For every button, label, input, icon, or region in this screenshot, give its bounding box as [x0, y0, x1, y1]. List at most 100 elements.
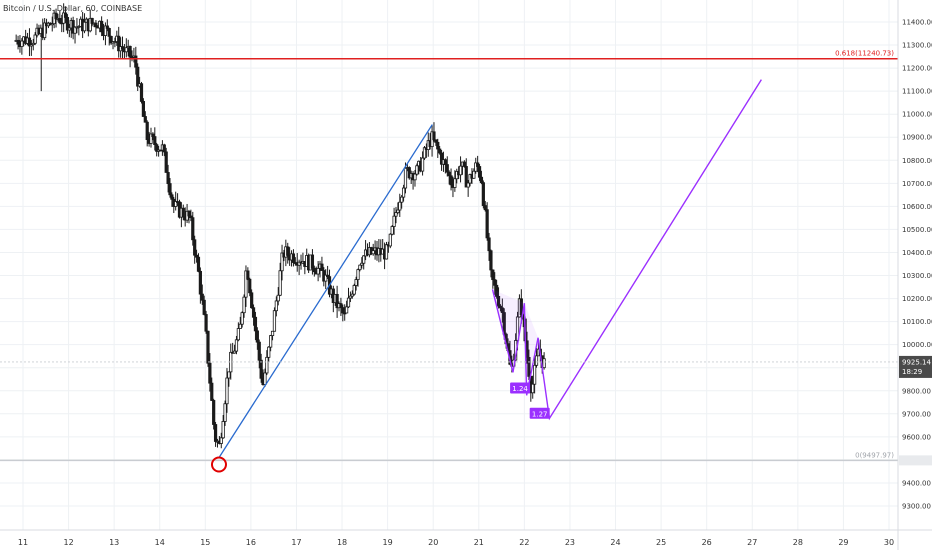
candle-body [141, 101, 146, 117]
candle-body [236, 328, 240, 341]
candle-body [143, 116, 147, 123]
candle-body [139, 83, 144, 102]
y-tick-label: 10100.00 [902, 318, 932, 326]
candle-body [27, 37, 32, 47]
candle-body [246, 270, 250, 280]
candle-body [257, 341, 261, 361]
candle-body [533, 364, 537, 385]
candle-body [170, 194, 174, 200]
candle-body [65, 17, 70, 31]
candle-body [117, 35, 121, 52]
candle-body [174, 201, 178, 207]
candle-body [474, 162, 478, 172]
fib-axis-tag [899, 455, 932, 466]
candle-body [155, 144, 159, 152]
candle-body [481, 182, 485, 206]
candle-body [54, 12, 58, 20]
candle-body [343, 312, 347, 315]
blue-trendline [218, 124, 433, 458]
time-axis[interactable]: 11 12 13 14 15 16 17 18 19 20 21 22 23 24 25 26 27 28 29 30 [0, 529, 932, 547]
candle-body [219, 437, 223, 444]
candle-body [73, 26, 77, 34]
y-tick-label: 11400.00 [902, 19, 932, 27]
candle-body [477, 166, 482, 178]
candle-body [94, 22, 98, 28]
candle-body [445, 164, 449, 173]
price-axis[interactable]: 11400.00 11300.00 11200.00 11100.00 11000.00… [897, 0, 932, 550]
candle-body [82, 21, 87, 32]
candle-body [400, 196, 404, 203]
candle-body [88, 17, 92, 32]
candle-body [109, 35, 113, 44]
candle-body [413, 173, 417, 181]
candle-body [162, 144, 166, 153]
candle-body [371, 250, 375, 255]
candle-body [120, 46, 125, 50]
candle-body [362, 255, 366, 264]
candle-body [227, 371, 231, 379]
y-tick-label: 11100.00 [902, 88, 932, 96]
candle-body [354, 279, 358, 286]
candle-body [248, 278, 252, 294]
candle-body [326, 274, 330, 278]
candle-body [50, 23, 54, 26]
candle-body [58, 17, 62, 24]
candle-body [225, 377, 229, 405]
candle-body [519, 298, 523, 315]
candle-body [350, 293, 354, 297]
x-tick-label: 28 [793, 538, 803, 547]
x-tick-label: 14 [155, 538, 165, 547]
candle-body [213, 424, 218, 442]
candle-body [443, 159, 447, 165]
candle-body [276, 294, 280, 302]
candle-body [462, 161, 466, 167]
candle-body [158, 149, 163, 152]
candle-body [394, 212, 398, 217]
candle-body [187, 210, 191, 217]
candle-body [103, 25, 108, 36]
y-tick-label: 10800.00 [902, 157, 932, 165]
x-tick-label: 21 [474, 538, 484, 547]
x-tick-label: 22 [519, 538, 529, 547]
candle-body [542, 358, 546, 369]
x-tick-label: 12 [63, 538, 73, 547]
candle-body [206, 330, 210, 364]
x-tick-label: 27 [747, 538, 757, 547]
candle-body [432, 131, 436, 141]
candle-body [436, 141, 440, 150]
symbol-title: Bitcoin / U.S. Dollar, 60, COINBASE [3, 4, 142, 13]
candle-body [403, 167, 408, 189]
y-tick-label: 10900.00 [902, 134, 932, 142]
candle-body [212, 400, 216, 425]
candle-body [128, 45, 132, 58]
candle-body [255, 330, 259, 343]
candle-body [464, 166, 468, 188]
candle-body [232, 350, 237, 354]
y-tick-label: 10400.00 [902, 249, 932, 257]
candle-body [407, 167, 411, 179]
candle-body [346, 297, 351, 308]
candle-body [31, 42, 35, 46]
candle-body [107, 28, 111, 37]
x-tick-label: 23 [565, 538, 575, 547]
x-tick-label: 17 [291, 538, 301, 547]
candle-body [278, 270, 282, 296]
candle-body [498, 305, 503, 309]
candle-body [43, 22, 47, 39]
bar-countdown: 18:29 [902, 368, 922, 376]
y-tick-label: 9600.00 [902, 433, 931, 441]
candle-body [240, 312, 244, 325]
candle-body [485, 209, 489, 239]
candle-body [200, 293, 204, 301]
y-tick-label: 9700.00 [902, 410, 931, 418]
candle-body [189, 215, 193, 219]
candle-body [420, 157, 425, 172]
candle-body [534, 355, 539, 366]
candle-body [263, 372, 267, 385]
candle-body [151, 133, 155, 137]
candle-body [335, 293, 339, 309]
candle-body [250, 292, 254, 309]
x-tick-label: 18 [337, 538, 347, 547]
candle-body [312, 267, 316, 273]
